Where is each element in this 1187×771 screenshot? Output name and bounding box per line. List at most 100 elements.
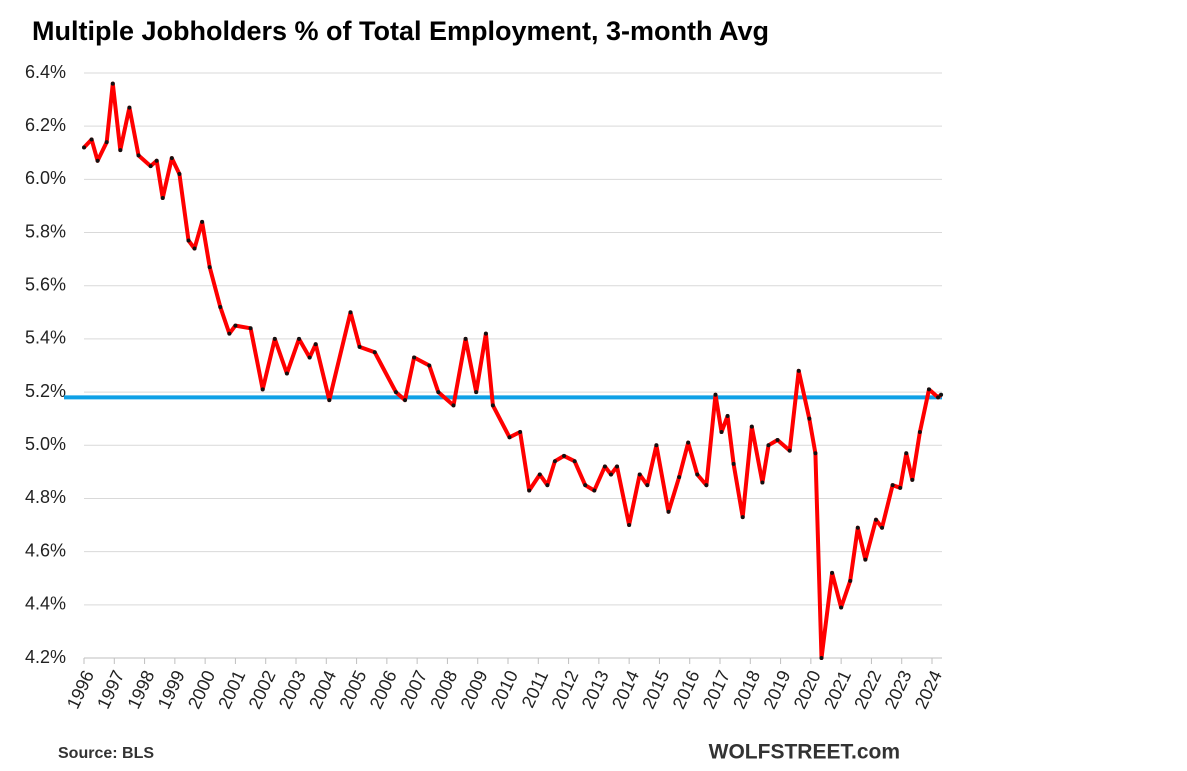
point [654,443,659,448]
y-tick-label: 5.0% [25,434,66,454]
point [260,387,265,392]
point [583,483,588,488]
point [766,443,771,448]
x-tick-label: 2006 [366,667,401,712]
point [348,310,353,315]
point [926,387,931,392]
point [552,459,557,464]
point [104,140,109,145]
point [427,363,432,368]
point [775,437,780,442]
x-tick-label: 2009 [457,667,492,712]
x-tick-label: 2021 [820,667,855,712]
x-tick-label: 1996 [63,667,98,712]
point [403,398,408,403]
point [110,81,115,86]
point [936,395,941,400]
point [749,424,754,429]
x-tick-label: 2012 [547,667,582,712]
point [627,523,632,528]
x-tick-label: 2020 [790,667,825,712]
x-tick-label: 2017 [699,667,734,712]
point [819,656,824,660]
source: Source: BLS [58,745,154,762]
point [136,153,141,158]
point [813,451,818,456]
x-tick-label: 2010 [487,667,522,712]
point [917,429,922,434]
point [602,464,607,469]
point [118,148,123,153]
point [666,509,671,514]
brand: WOLFSTREET.com [709,741,900,764]
point [148,164,153,169]
point [873,517,878,522]
point [890,483,895,488]
point [227,331,232,336]
point [898,485,903,490]
point [169,156,174,161]
x-tick-label: 2008 [426,667,461,712]
x-tick-label: 2024 [911,667,946,712]
point [695,472,700,477]
x-tick-label: 2013 [578,667,613,712]
point [760,480,765,485]
y-tick-label: 5.8% [25,221,66,241]
x-tick-label: 1999 [154,667,189,712]
point [855,525,860,530]
point [848,578,853,583]
x-tick-label: 2000 [184,667,219,712]
point [483,331,488,336]
point [518,429,523,434]
y-tick-label: 5.6% [25,274,66,294]
point [704,483,709,488]
point [412,355,417,360]
point [645,483,650,488]
x-tick-label: 2018 [729,667,764,712]
point [218,305,223,309]
point [686,440,691,445]
point [572,459,577,464]
point [463,336,468,341]
y-tick-label: 4.8% [25,487,66,507]
series-line [82,81,943,660]
point [830,570,835,575]
point [186,238,191,243]
point [910,477,915,482]
point [637,472,642,477]
point [160,195,165,200]
x-tick-label: 2019 [759,667,794,712]
y-tick-label: 6.4% [25,62,66,82]
point [451,403,456,408]
point [507,435,512,440]
point [307,355,312,360]
y-tick-label: 4.6% [25,540,66,560]
x-tick-label: 2003 [275,667,310,712]
point [200,219,205,224]
y-tick-label: 6.0% [25,168,66,188]
point [592,488,597,493]
point [372,350,377,355]
point [731,461,736,466]
point [807,416,812,421]
point [297,336,302,341]
point [713,392,718,397]
point [677,475,682,480]
x-tick-label: 2015 [638,667,673,712]
point [608,472,613,477]
point [562,453,567,458]
point [357,344,362,349]
point [248,326,253,331]
y-tick-label: 6.2% [25,115,66,135]
x-tick-label: 1998 [123,667,158,712]
point [719,429,724,434]
point [436,390,441,395]
point [127,105,132,110]
point [537,472,542,477]
point [177,172,182,177]
point [490,403,495,408]
point [82,145,86,150]
x-tick-label: 2004 [305,667,340,712]
point [474,390,479,395]
